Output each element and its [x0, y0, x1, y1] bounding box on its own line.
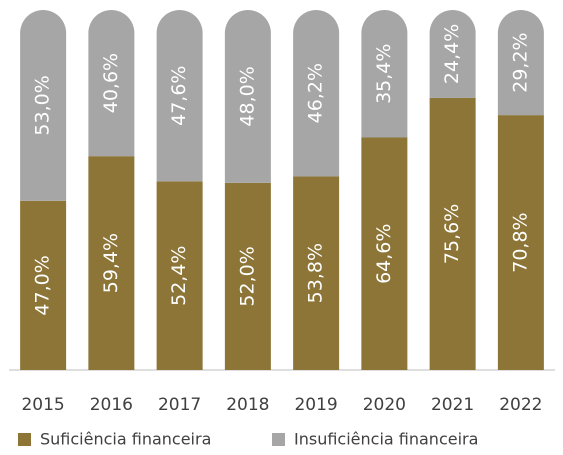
- bar-segment: [156, 181, 203, 370]
- x-tick-label: 2019: [294, 395, 337, 415]
- value-label: 47,6%: [168, 66, 190, 126]
- value-label: 59,4%: [100, 233, 122, 293]
- bar-segment: [88, 10, 135, 157]
- value-label: 52,0%: [236, 246, 258, 306]
- bar-segment: [429, 97, 476, 370]
- bar-segment: [361, 137, 408, 370]
- value-label: 64,6%: [373, 224, 395, 284]
- bar-segment: [497, 115, 544, 371]
- bar-segment: [156, 10, 203, 182]
- bar-segment: [224, 182, 271, 370]
- bar-segment: [429, 10, 476, 98]
- x-tick-label: 2022: [499, 395, 542, 415]
- value-label: 53,0%: [32, 75, 54, 135]
- value-label: 29,2%: [509, 32, 531, 92]
- value-label: 52,4%: [168, 246, 190, 306]
- value-label: 53,8%: [305, 243, 327, 303]
- bar-segment: [293, 176, 340, 370]
- x-tick-label: 2020: [363, 395, 406, 415]
- legend-swatch: [272, 433, 285, 446]
- legend-swatch: [18, 433, 31, 446]
- value-label: 48,0%: [236, 66, 258, 126]
- value-label: 24,4%: [441, 24, 463, 84]
- value-label: 40,6%: [100, 53, 122, 113]
- bar-segment: [293, 10, 340, 177]
- x-tick-label: 2017: [158, 395, 201, 415]
- x-tick-label: 2015: [21, 395, 64, 415]
- legend-label: Suficiência financeira: [40, 430, 211, 449]
- bar-segment: [20, 10, 67, 201]
- bar-segment: [497, 10, 544, 116]
- value-label: 46,2%: [305, 63, 327, 123]
- value-label: 70,8%: [509, 212, 531, 272]
- x-tick-label: 2021: [431, 395, 474, 415]
- x-tick-label: 2016: [90, 395, 133, 415]
- value-label: 75,6%: [441, 204, 463, 264]
- bar-segment: [361, 10, 408, 138]
- value-label: 35,4%: [373, 44, 395, 104]
- bar-segment: [88, 156, 135, 370]
- bar-segment: [224, 10, 271, 183]
- value-label: 47,0%: [32, 255, 54, 315]
- legend-label: Insuficiência financeira: [294, 430, 478, 449]
- bar-segment: [20, 200, 67, 370]
- x-tick-label: 2018: [226, 395, 269, 415]
